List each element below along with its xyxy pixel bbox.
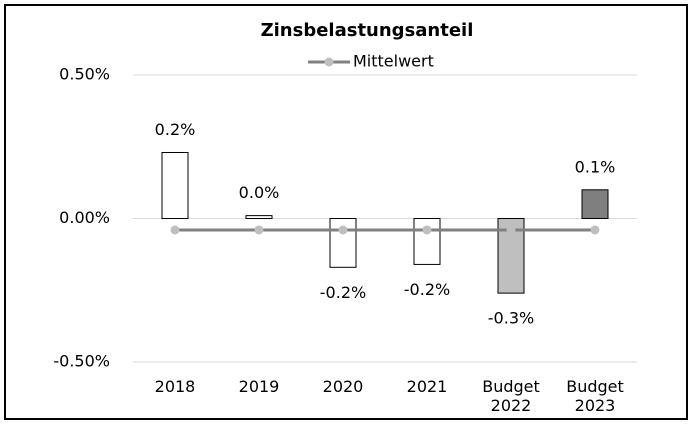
data-label: -0.2% (404, 280, 450, 299)
x-tick-label: Budget 2023 (566, 377, 624, 415)
x-tick-label: 2021 (406, 377, 448, 396)
chart-border (4, 4, 688, 420)
mean-marker (338, 225, 348, 235)
mean-marker (506, 225, 516, 235)
data-label: -0.2% (320, 283, 366, 302)
data-label: 0.2% (155, 120, 196, 139)
y-tick-label: -0.50% (53, 352, 110, 371)
bar (161, 151, 189, 220)
bar (413, 218, 441, 265)
bar (581, 189, 609, 220)
mean-marker (254, 225, 264, 235)
x-tick-label: 2020 (322, 377, 364, 396)
x-tick-label: 2018 (154, 377, 196, 396)
mean-marker (170, 225, 180, 235)
x-tick-label: 2019 (238, 377, 280, 396)
bar (245, 215, 273, 220)
data-label: 0.0% (239, 183, 280, 202)
mean-marker (422, 225, 432, 235)
legend-marker (324, 57, 334, 67)
y-tick-label: 0.50% (59, 65, 110, 84)
y-tick-label: 0.00% (59, 208, 110, 227)
chart-title: Zinsbelastungsanteil (261, 20, 474, 41)
data-label: 0.1% (575, 157, 616, 176)
mean-marker (590, 225, 600, 235)
legend-label: Mittelwert (353, 52, 434, 71)
x-tick-label: Budget 2022 (482, 377, 540, 415)
data-label: -0.3% (488, 309, 534, 328)
